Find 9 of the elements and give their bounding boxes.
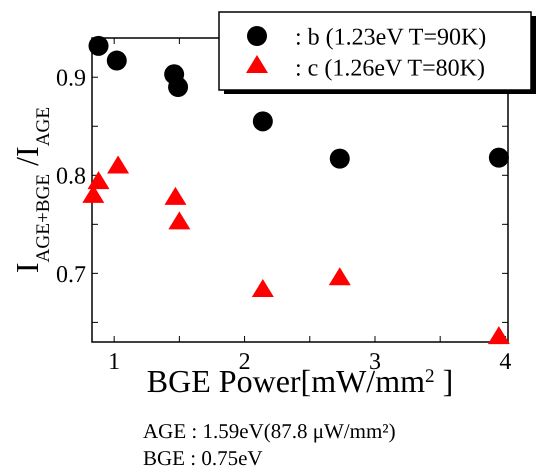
text: AGE : 1.59eV(87.8 μW/mm²) xyxy=(143,419,396,443)
legend-label: : c (1.26eV T=80K) xyxy=(295,55,485,82)
legend-label: : b (1.23eV T=90K) xyxy=(295,24,486,50)
y-tick-label: 0.8 xyxy=(56,164,86,190)
y-tick-label: 0.7 xyxy=(56,262,86,288)
x-tick-label: 4 xyxy=(499,349,512,375)
y-tick-label: 0.9 xyxy=(56,66,86,92)
x-tick-label: 1 xyxy=(108,349,120,375)
text: BGE : 0.75eV xyxy=(143,446,263,470)
